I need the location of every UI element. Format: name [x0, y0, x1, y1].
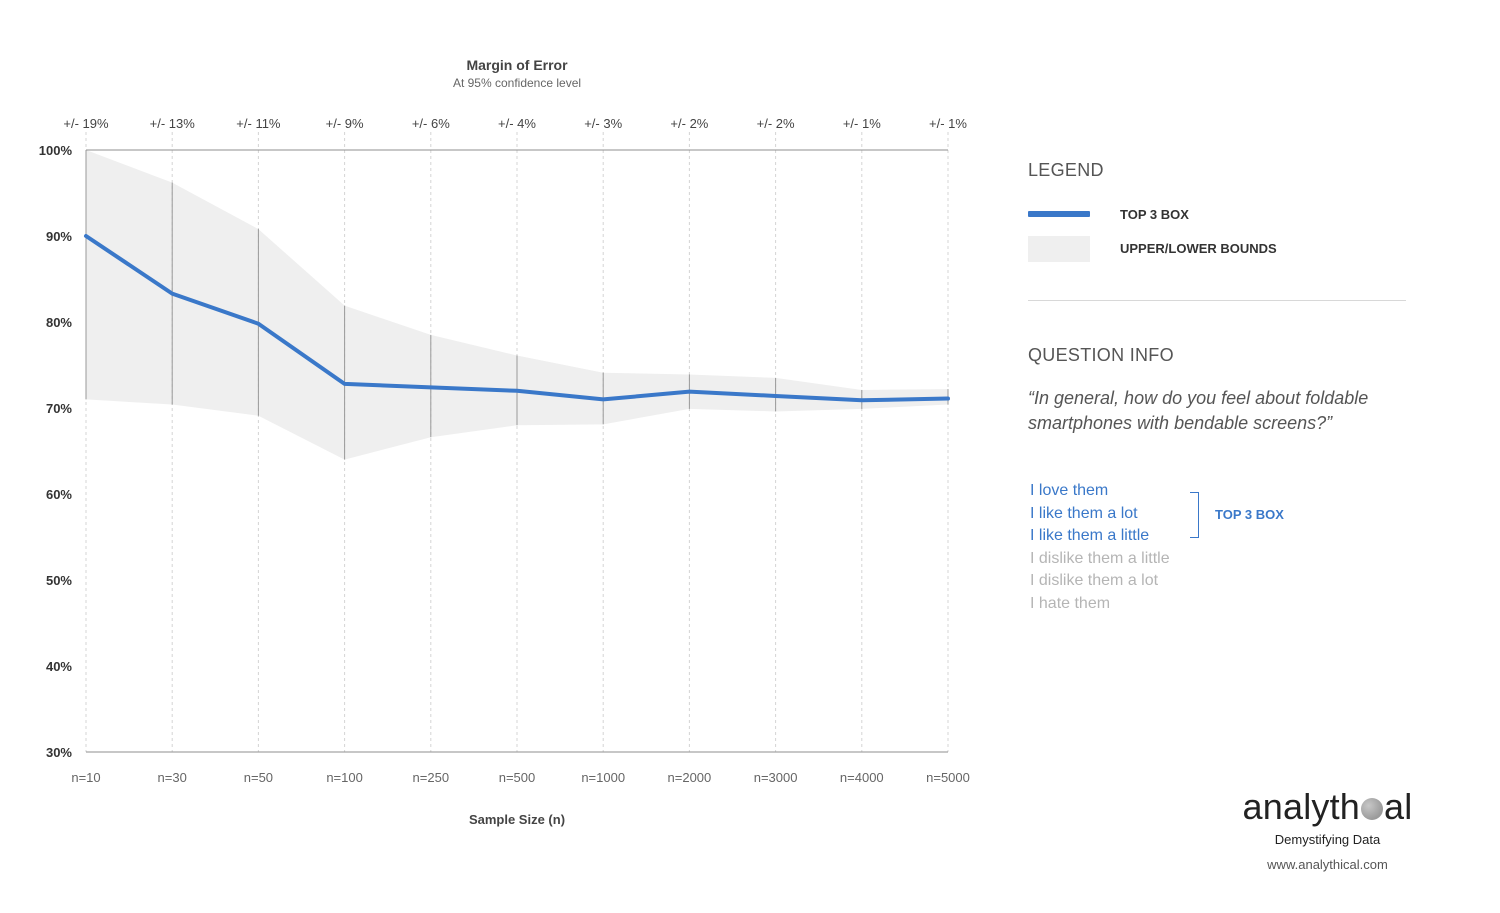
margin-of-error-label: +/- 1% — [843, 116, 881, 131]
margin-of-error-label: +/- 13% — [150, 116, 196, 131]
x-tick-label: n=500 — [499, 770, 536, 785]
x-tick-label: n=10 — [71, 770, 100, 785]
margin-of-error-label: +/- 6% — [412, 116, 450, 131]
y-tick-label: 50% — [46, 573, 72, 588]
x-tick-label: n=3000 — [754, 770, 798, 785]
answer-item: I dislike them a little — [1030, 549, 1170, 567]
bounds-band-layer — [86, 150, 948, 460]
legend-band-swatch — [1028, 236, 1090, 262]
x-tick-label: n=5000 — [926, 770, 970, 785]
answer-list: I love them I like them a lot I like the… — [1030, 480, 1170, 615]
x-tick-label: n=50 — [244, 770, 273, 785]
margin-of-error-label: +/- 11% — [236, 116, 281, 131]
brand-tagline: Demystifying Data — [1274, 832, 1381, 847]
brand-logo: analyth al — [1225, 786, 1430, 828]
x-axis-label: Sample Size (n) — [469, 812, 565, 827]
chart-title: Margin of Error — [466, 57, 568, 73]
legend-item-bounds — [1028, 236, 1090, 262]
x-tick-label: n=1000 — [581, 770, 625, 785]
x-tick-label: n=100 — [326, 770, 363, 785]
margin-of-error-label: +/- 19% — [63, 116, 109, 131]
answer-item: I love them — [1030, 482, 1109, 499]
legend-item-top3 — [1028, 211, 1090, 217]
axis-layer — [86, 149, 948, 753]
x-tick-label: n=250 — [413, 770, 450, 785]
label-layer: 30% 40% 50% 60% 70% 80% 90% 100% n=10 n=30 n=50 n=1… — [39, 116, 970, 785]
brand-url: www.analythical.com — [1267, 857, 1388, 872]
brand-logo-text-start: analyth — [1242, 786, 1361, 827]
top3-bracket — [1190, 492, 1199, 538]
legend-label-bounds: UPPER/LOWER BOUNDS — [1120, 241, 1277, 256]
series-line-top3 — [84, 234, 950, 403]
question-info-title: QUESTION INFO — [1028, 345, 1174, 365]
answer-item: I like them a lot — [1030, 504, 1138, 522]
x-tick-label: n=2000 — [668, 770, 712, 785]
top3-bracket-label: TOP 3 BOX — [1215, 507, 1284, 522]
answer-item: I like them a little — [1030, 527, 1150, 544]
bounds-band — [86, 150, 948, 460]
y-tick-label: 80% — [46, 315, 72, 330]
legend-title: LEGEND — [1028, 160, 1104, 180]
legend-label-top3: TOP 3 BOX — [1120, 207, 1189, 222]
brand-block: analyth al Demystifying Data www.analythi… — [1225, 786, 1430, 872]
y-tick-label: 60% — [46, 487, 72, 502]
margin-of-error-label: +/- 1% — [929, 116, 967, 131]
margin-of-error-label: +/- 2% — [670, 116, 708, 131]
x-tick-label: n=30 — [158, 770, 187, 785]
answer-item: I dislike them a lot — [1030, 572, 1159, 589]
margin-of-error-label: +/- 2% — [757, 116, 795, 131]
y-tick-label: 30% — [46, 745, 72, 760]
x-tick-label: n=4000 — [840, 770, 884, 785]
side-panel: LEGEND TOP 3 BOX UPPER/LOWER BOUNDS QUES… — [1028, 160, 1408, 612]
y-tick-label: 40% — [46, 659, 72, 674]
logo-ring-icon — [1361, 798, 1384, 820]
margin-of-error-chart: Margin of Error At 95% confidence level … — [39, 57, 970, 827]
margin-of-error-label: +/- 4% — [498, 116, 536, 131]
answer-item: I hate them — [1030, 594, 1111, 612]
margin-of-error-label: +/- 3% — [584, 116, 622, 131]
series-layer — [84, 234, 950, 403]
question-text: “In general, how do you feel about folda… — [1028, 388, 1369, 433]
legend-line-swatch — [1028, 211, 1090, 217]
y-tick-label: 70% — [46, 401, 72, 416]
y-tick-label: 100% — [39, 143, 73, 158]
margin-of-error-label: +/- 9% — [326, 116, 364, 131]
panel-divider — [1028, 300, 1406, 301]
y-tick-label: 90% — [46, 229, 72, 244]
brand-logo-text-end: al — [1384, 786, 1413, 827]
chart-subtitle: At 95% confidence level — [453, 76, 581, 90]
